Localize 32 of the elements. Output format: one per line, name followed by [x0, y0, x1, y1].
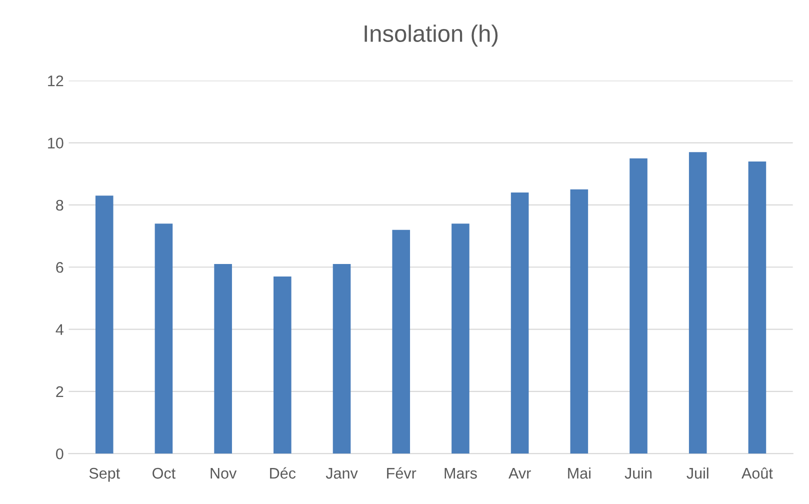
bar: [392, 230, 410, 454]
bar: [630, 158, 648, 454]
bar: [95, 196, 114, 454]
bar: [452, 224, 470, 454]
x-tick-label: Juil: [686, 467, 708, 479]
bar: [274, 276, 292, 454]
x-tick-label: Déc: [270, 467, 296, 479]
y-tick-label: 2: [56, 386, 64, 397]
x-tick-label: Mars: [444, 468, 477, 479]
bar: [510, 192, 529, 454]
bar: [214, 264, 232, 454]
x-tick-label: Sept: [89, 468, 120, 482]
bar: [748, 161, 766, 454]
x-tick-label: Mai: [568, 467, 590, 479]
x-tick-label: Avr: [508, 468, 531, 479]
x-tick-label: Oct: [152, 468, 176, 479]
y-tick-label: 10: [48, 138, 64, 148]
bar: [332, 264, 351, 454]
bar: [570, 189, 588, 454]
y-tick-label: 6: [56, 262, 64, 273]
y-tick-label: 4: [56, 324, 64, 335]
x-tick-label: Août: [742, 467, 773, 479]
bar: [154, 224, 173, 454]
x-tick-label: Janv: [326, 468, 358, 479]
bar: [688, 152, 707, 454]
x-tick-label: Nov: [210, 468, 237, 479]
x-tick-label: Févr: [387, 467, 416, 479]
y-tick-label: 0: [56, 448, 64, 460]
chart-title: Insolation (h): [364, 24, 498, 47]
x-tick-label: Juin: [624, 467, 652, 479]
y-tick-label: 8: [56, 200, 64, 211]
y-tick-label: 12: [48, 76, 64, 86]
